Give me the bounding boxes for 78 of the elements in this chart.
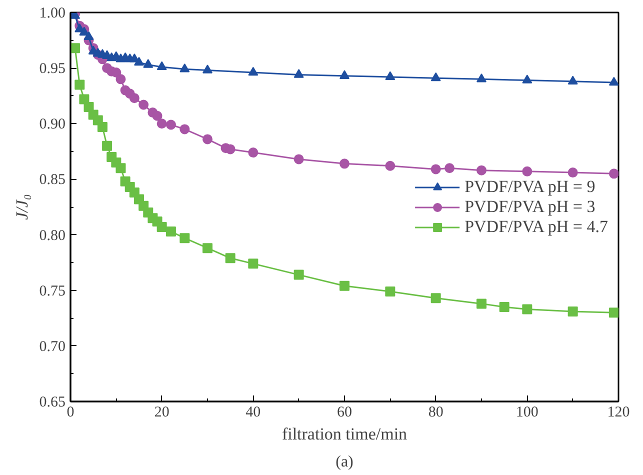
point <box>522 304 532 314</box>
point <box>116 163 126 174</box>
point <box>202 243 212 254</box>
legend-label: PVDF/PVA pH = 9 <box>464 176 596 196</box>
point <box>430 293 441 304</box>
point <box>568 76 578 85</box>
point <box>180 63 190 72</box>
point <box>499 302 510 312</box>
text: (a) <box>336 454 354 470</box>
point <box>568 306 578 316</box>
point <box>340 158 350 169</box>
x-tick-label: 0 <box>66 404 74 420</box>
y-tick-label: 0.80 <box>39 228 66 244</box>
point <box>385 286 396 296</box>
point <box>568 168 578 178</box>
point <box>608 76 618 86</box>
y-tick-label: 1.00 <box>39 6 66 22</box>
point <box>430 164 441 174</box>
point <box>134 56 144 66</box>
point <box>70 43 80 54</box>
point <box>248 148 258 158</box>
point <box>180 233 190 244</box>
x-tick-label: 40 <box>246 404 261 420</box>
point <box>97 122 108 132</box>
point <box>444 163 455 174</box>
point <box>608 168 618 179</box>
point <box>129 93 140 104</box>
y-tick-label: 0.70 <box>39 338 66 355</box>
point <box>294 69 304 78</box>
point <box>166 120 176 130</box>
point <box>74 80 85 90</box>
point <box>202 134 212 144</box>
x-tick-label: 60 <box>337 404 352 420</box>
x-tick-label: 120 <box>607 404 630 420</box>
point <box>180 124 190 134</box>
point <box>608 308 618 318</box>
point <box>476 165 486 176</box>
point <box>156 118 167 129</box>
legend-label: PVDF/PVA pH = 3 <box>464 196 596 216</box>
point <box>248 66 258 76</box>
point <box>84 31 94 40</box>
point <box>248 258 258 269</box>
point <box>522 74 532 84</box>
x-tick-label: 80 <box>428 404 444 420</box>
point <box>138 100 149 110</box>
y-tick-label: 0.65 <box>39 394 66 410</box>
point <box>152 110 162 121</box>
y-tick-label: 0.90 <box>39 116 66 133</box>
x-tick-label: 20 <box>154 404 170 420</box>
point <box>202 64 212 74</box>
point <box>294 154 304 164</box>
point <box>111 68 122 78</box>
x-axis-title: filtration time/min <box>282 424 408 444</box>
point <box>430 72 441 82</box>
point <box>116 74 126 84</box>
point <box>385 160 396 171</box>
point <box>476 298 486 309</box>
point <box>156 61 167 70</box>
point <box>143 59 154 68</box>
point <box>166 226 176 236</box>
y-tick-label: 0.85 <box>39 172 66 188</box>
y-tick-label: 0.75 <box>39 283 66 300</box>
point <box>84 102 94 112</box>
point <box>294 270 304 280</box>
point <box>225 253 236 264</box>
legend-label: PVDF/PVA pH = 4.7 <box>464 216 608 236</box>
y-axis-title: J/J₀ <box>12 194 32 220</box>
point <box>476 73 486 82</box>
x-tick-label: 100 <box>516 404 538 420</box>
point <box>79 94 90 104</box>
point <box>156 222 167 232</box>
point <box>522 166 532 176</box>
point <box>102 140 112 151</box>
y-tick-label: 0.95 <box>39 61 66 78</box>
point <box>385 71 396 80</box>
point <box>340 70 350 79</box>
point <box>225 144 236 154</box>
point <box>340 280 350 291</box>
